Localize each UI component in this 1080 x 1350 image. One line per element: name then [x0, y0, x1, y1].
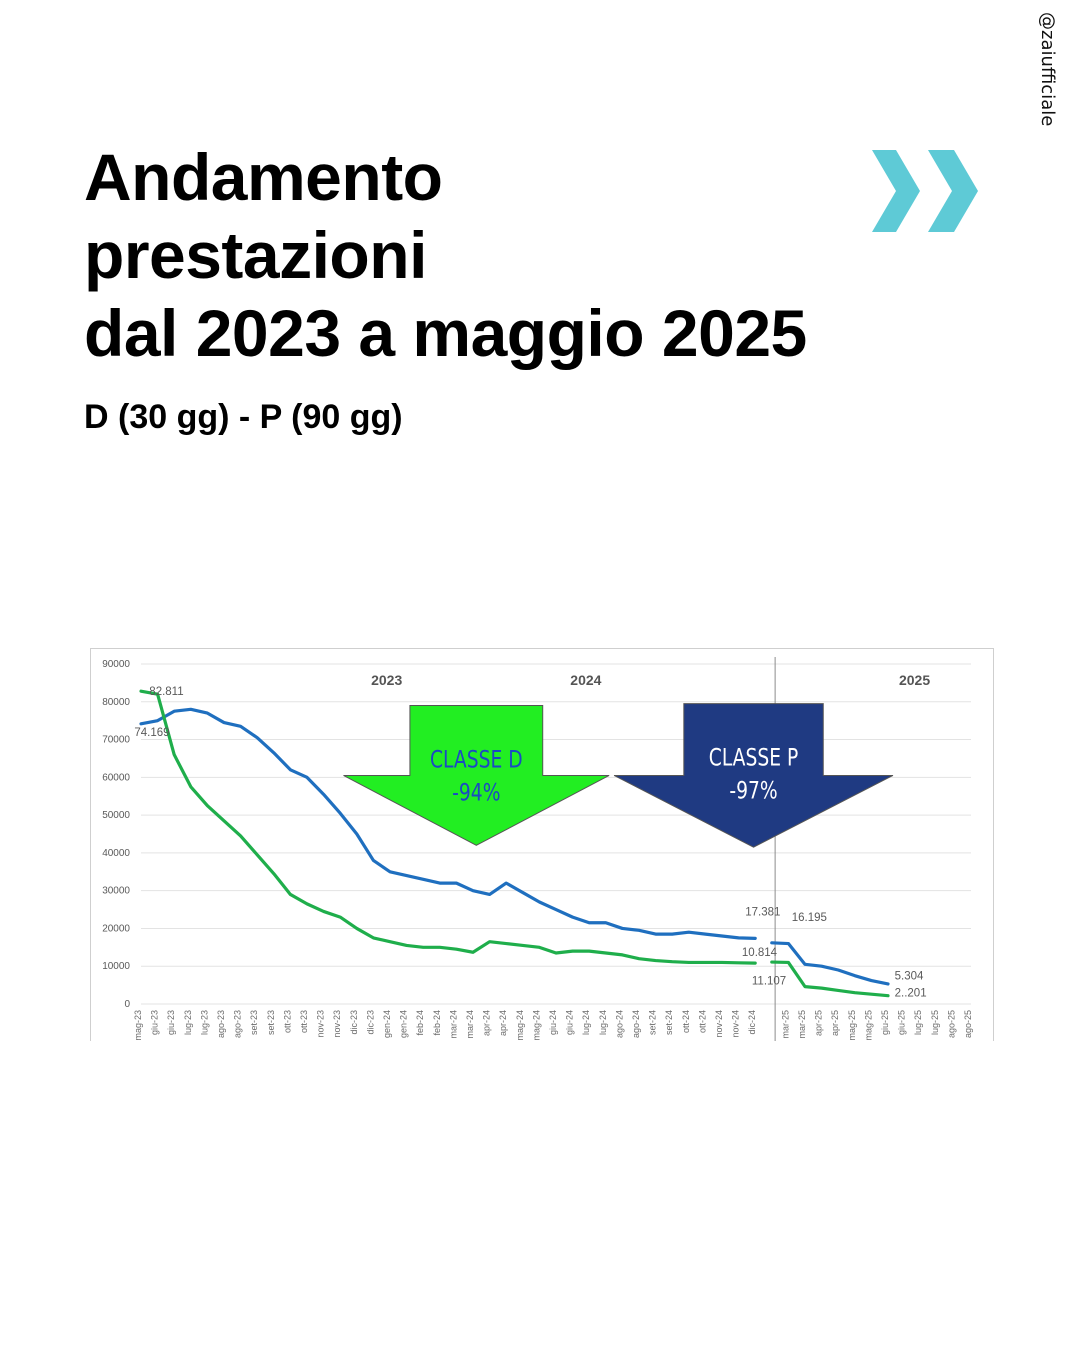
x-tick-label: nov-23	[332, 1010, 342, 1038]
series-line-2	[770, 960, 890, 998]
x-tick-label: nov-23	[316, 1010, 326, 1038]
x-tick-label: ott-24	[681, 1010, 691, 1033]
x-tick-label: giu-23	[166, 1010, 176, 1035]
x-tick-label: nov-24	[714, 1010, 724, 1038]
x-tick-label: feb-24	[432, 1010, 442, 1036]
page-subtitle: D (30 gg) - P (90 gg)	[84, 398, 403, 436]
x-tick-label: ago-24	[631, 1010, 641, 1038]
y-tick-label: 40000	[102, 848, 130, 859]
year-label: 2025	[899, 672, 930, 688]
social-handle: @zaiufficiale	[1037, 12, 1058, 127]
x-tick-label: dic-24	[747, 1010, 757, 1035]
x-tick-label: apr-24	[498, 1010, 508, 1036]
x-tick-label: set-24	[648, 1010, 658, 1035]
annotation-label: CLASSE P	[709, 744, 799, 772]
x-tick-label: mar-24	[448, 1010, 458, 1039]
x-tick-label: giu-24	[548, 1010, 558, 1035]
annotation-arrow	[613, 703, 894, 848]
y-tick-label: 0	[124, 999, 130, 1010]
x-tick-label: mar-24	[465, 1010, 475, 1039]
y-tick-label: 10000	[102, 961, 130, 972]
x-tick-label: feb-24	[415, 1010, 425, 1036]
series-line-1	[770, 941, 890, 986]
y-tick-label: 20000	[102, 923, 130, 934]
x-tick-label: mar-25	[780, 1010, 790, 1039]
y-tick-label: 90000	[102, 659, 130, 670]
x-tick-label: mar-25	[797, 1010, 807, 1039]
x-tick-label: lug-23	[199, 1010, 209, 1035]
series-line-1	[139, 707, 757, 940]
chevron-right-icon	[928, 150, 978, 232]
x-tick-label: set-23	[249, 1010, 259, 1035]
line-chart: 0 10000 20000 30000 40000 50000 60000 70000 8000…	[102, 657, 973, 1041]
x-tick-label: lug-25	[913, 1010, 923, 1035]
x-tick-label: giu-23	[150, 1010, 160, 1035]
x-tick-label: mag-24	[515, 1010, 525, 1041]
x-tick-label: apr-25	[814, 1010, 824, 1036]
annotation-label: -94%	[452, 779, 500, 807]
y-tick-label: 30000	[102, 886, 130, 897]
x-tick-label: mag-24	[531, 1010, 541, 1041]
data-label: 16.195	[792, 912, 827, 924]
x-tick-label: set-24	[664, 1010, 674, 1035]
x-tick-label: lug-25	[930, 1010, 940, 1035]
x-tick-label: lug-24	[598, 1010, 608, 1035]
y-tick-label: 80000	[102, 697, 130, 708]
x-tick-label: mag-25	[863, 1010, 873, 1041]
title-line-2: prestazioni	[84, 218, 427, 292]
x-tick-label: apr-25	[830, 1010, 840, 1036]
x-tick-label: nov-24	[731, 1010, 741, 1038]
x-tick-label: apr-24	[482, 1010, 492, 1036]
data-label: 82.811	[149, 686, 183, 698]
x-tick-label: mag-25	[847, 1010, 857, 1041]
data-label: 2..201	[895, 988, 927, 1000]
annotation-label: -97%	[729, 777, 777, 805]
x-tick-label: giu-25	[897, 1010, 907, 1035]
x-tick-label: dic-23	[349, 1010, 359, 1035]
annotation-arrow	[343, 705, 610, 846]
x-tick-label: lug-24	[581, 1010, 591, 1035]
title-line-1: Andamento	[84, 140, 443, 214]
y-tick-label: 60000	[102, 772, 130, 783]
x-tick-label: giu-25	[880, 1010, 890, 1035]
data-label: 74.169	[134, 727, 169, 739]
data-label: 10.814	[742, 947, 778, 959]
y-tick-label: 50000	[102, 810, 130, 821]
x-tick-label: set-23	[266, 1010, 276, 1035]
year-label: 2024	[570, 672, 601, 688]
x-tick-label: giu-24	[565, 1010, 575, 1035]
series-line-2	[139, 689, 757, 965]
x-tick-label: gen-24	[399, 1010, 409, 1038]
x-tick-label: gen-24	[382, 1010, 392, 1038]
y-tick-label: 70000	[102, 735, 130, 746]
data-label: 11.107	[752, 976, 786, 988]
x-tick-label: lug-23	[183, 1010, 193, 1035]
chart-container: 0 10000 20000 30000 40000 50000 60000 70000 8000…	[90, 648, 994, 1041]
x-tick-label: ott-23	[282, 1010, 292, 1033]
x-tick-label: dic-23	[365, 1010, 375, 1035]
annotation-label: CLASSE D	[430, 746, 523, 774]
data-label: 17.381	[745, 906, 780, 918]
x-tick-label: ago-23	[216, 1010, 226, 1038]
x-tick-label: ago-25	[963, 1010, 973, 1038]
x-tick-label: ott-23	[299, 1010, 309, 1033]
title-line-3: dal 2023 a maggio 2025	[84, 296, 807, 370]
x-tick-label: ago-23	[233, 1010, 243, 1038]
next-chevrons-icon[interactable]	[870, 148, 982, 234]
x-tick-label: ago-25	[946, 1010, 956, 1038]
x-tick-label: ott-24	[697, 1010, 707, 1033]
x-tick-label: ago-24	[614, 1010, 624, 1038]
chevron-right-icon	[872, 150, 920, 232]
x-tick-label: mag-23	[133, 1010, 143, 1041]
page-title: Andamento prestazioni dal 2023 a maggio …	[84, 138, 807, 372]
year-label: 2023	[371, 672, 402, 688]
data-label: 5.304	[895, 971, 924, 983]
